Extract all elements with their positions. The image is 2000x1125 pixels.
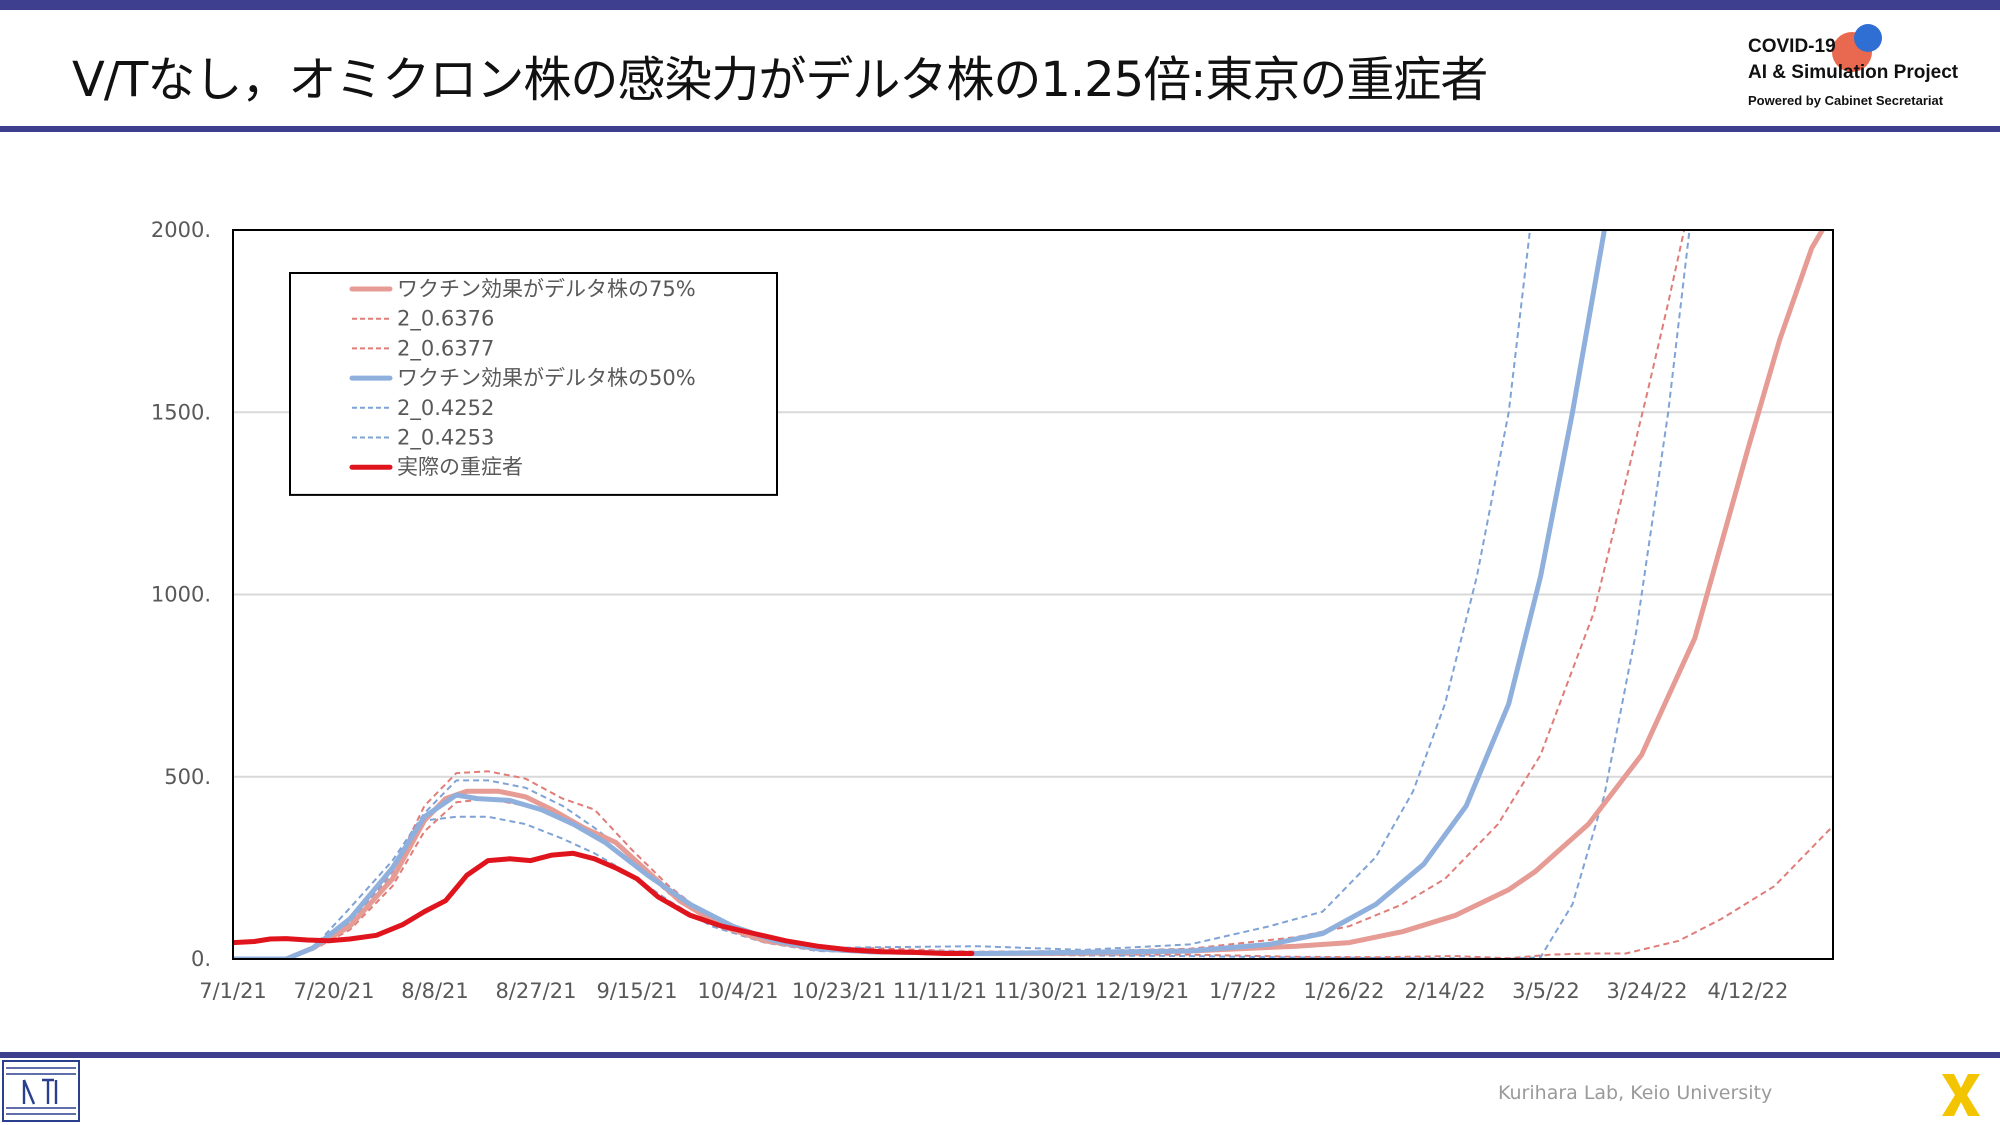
legend-label: ワクチン効果がデルタ株の50%: [397, 366, 696, 390]
y-tick-label: 2000.: [151, 218, 211, 242]
series-line-2: [233, 797, 1833, 959]
brand-line-1: COVID-19: [1748, 36, 1836, 57]
brand-blue-dot: [1854, 24, 1882, 52]
footer-divider: [0, 1052, 2000, 1058]
brand-line-2: AI & Simulation Project: [1748, 62, 1959, 83]
legend-label: 2_0.6376: [397, 307, 494, 332]
series-line-6: [233, 850, 975, 956]
slide-title: V/Tなし，オミクロン株の感染力がデルタ株の1.25倍:東京の重症者: [72, 52, 1488, 108]
x-tick-label: 10/23/21: [792, 979, 886, 1003]
x-tick-label: 8/27/21: [496, 979, 577, 1003]
x-tick-label: 9/15/21: [597, 979, 678, 1003]
x-tick-label: 8/8/21: [401, 979, 469, 1003]
y-tick-label: 0.: [191, 947, 211, 971]
legend-label: 2_0.6377: [397, 336, 494, 361]
y-tick-label: 500.: [164, 765, 211, 789]
x-tick-label: 12/19/21: [1095, 979, 1189, 1003]
series-group: [233, 230, 1833, 959]
plot-border: [232, 229, 1834, 960]
y-tick-label: 1000.: [151, 583, 211, 607]
x-tick-label: 7/1/21: [199, 979, 267, 1003]
legend-label: 2_0.4253: [397, 426, 494, 451]
header-divider: [0, 126, 2000, 132]
x-tick-label: 7/20/21: [294, 979, 375, 1003]
legend-label: 2_0.4252: [397, 396, 494, 421]
brand-line-3: Powered by Cabinet Secretariat: [1748, 93, 1944, 108]
y-tick-label: 1500.: [151, 400, 211, 424]
legend-label: ワクチン効果がデルタ株の75%: [397, 277, 696, 301]
footer-credit: Kurihara Lab, Keio University: [1498, 1082, 1773, 1104]
x-tick-label: 2/14/22: [1404, 979, 1485, 1003]
x-tick-label: 11/30/21: [994, 979, 1088, 1003]
x-logo-icon: [1942, 1074, 1980, 1116]
x-tick-label: 1/26/22: [1303, 979, 1384, 1003]
x-tick-label: 4/12/22: [1707, 979, 1788, 1003]
x-tick-label: 1/7/22: [1209, 979, 1277, 1003]
x-tick-label: 3/5/22: [1512, 979, 1580, 1003]
x-tick-label: 11/11/21: [893, 979, 987, 1003]
x-tick-label: 10/4/21: [697, 979, 778, 1003]
covid-ai-brand-logo: COVID-19 AI & Simulation Project Powered…: [1748, 24, 1988, 114]
legend-label: 実際の重症者: [397, 455, 523, 479]
keio-emblem-icon: [2, 1060, 80, 1122]
top-accent-bar: [0, 0, 2000, 10]
legend-box: [289, 272, 778, 496]
x-tick-label: 3/24/22: [1606, 979, 1687, 1003]
